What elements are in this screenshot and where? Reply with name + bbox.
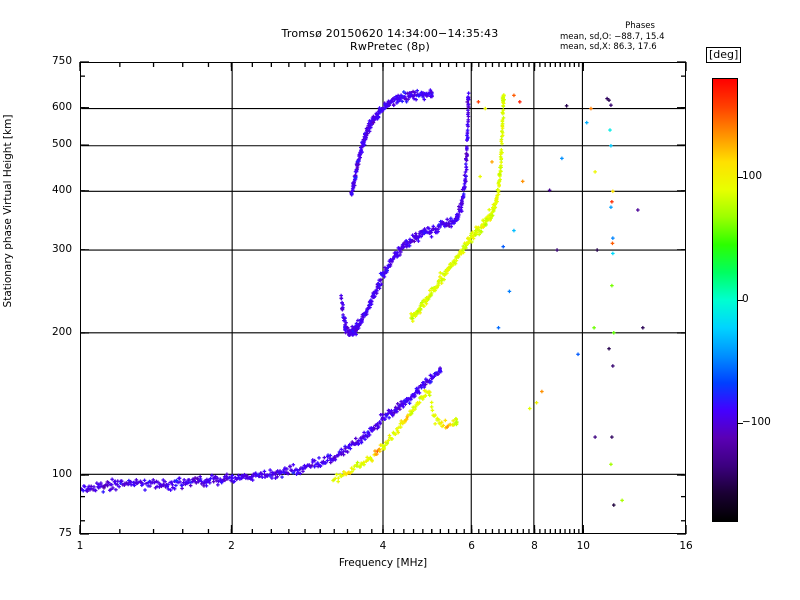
plot-area: [80, 62, 686, 534]
colorbar-tick-label-0: 100: [742, 169, 763, 182]
x-tick-label-1: 1: [76, 540, 84, 552]
phase-stats-o-mode: mean, sd,O: −88.7, 15.4: [560, 31, 665, 42]
x-axis-label: Frequency [MHz]: [338, 557, 428, 569]
y-tick-label-750: 750: [51, 55, 72, 67]
x-tick-label-8: 8: [531, 540, 538, 552]
x-tick-label-4: 4: [379, 540, 387, 552]
colorbar-tick-mark: [738, 423, 743, 425]
colorbar-gradient: [712, 78, 738, 522]
y-tick-label-600: 600: [51, 100, 72, 113]
scatter-points: [81, 88, 645, 507]
y-tick-label-75: 75: [58, 527, 72, 539]
colorbar-tick-label-1: 0: [742, 293, 749, 305]
x-tick-label-6: 6: [468, 540, 475, 552]
colorbar-tick-mark: [738, 300, 743, 301]
phase-stats-heading: Phases: [625, 21, 655, 31]
phase-stats-x-mode: mean, sd,X: 86.3, 17.6: [560, 42, 657, 52]
plot-title: Tromsø 20150620 14:34:00−14:35:43: [281, 27, 499, 40]
plot-subtitle: RwPretec (8p): [350, 40, 430, 53]
y-tick-label-100: 100: [51, 468, 72, 481]
x-tick-label-2: 2: [228, 540, 235, 552]
colorbar: [712, 78, 738, 522]
colorbar-unit-label: [deg]: [706, 47, 742, 63]
y-tick-label-500: 500: [51, 138, 72, 151]
y-tick-label-300: 300: [51, 242, 72, 255]
colorbar-tick-mark: [738, 176, 743, 178]
y-tick-label-200: 200: [51, 325, 72, 338]
x-tick-label-10: 10: [576, 540, 590, 552]
y-tick-label-400: 400: [51, 183, 72, 196]
grid-lines: [81, 63, 685, 533]
x-tick-label-16: 16: [679, 540, 693, 552]
colorbar-tick-label-2: −100: [742, 416, 771, 429]
y-axis-label: Stationary phase Virtual Height [km]: [2, 114, 14, 308]
phase-stats-block: Phases mean, sd,O: −88.7, 15.4 mean, sd,…: [560, 21, 750, 53]
